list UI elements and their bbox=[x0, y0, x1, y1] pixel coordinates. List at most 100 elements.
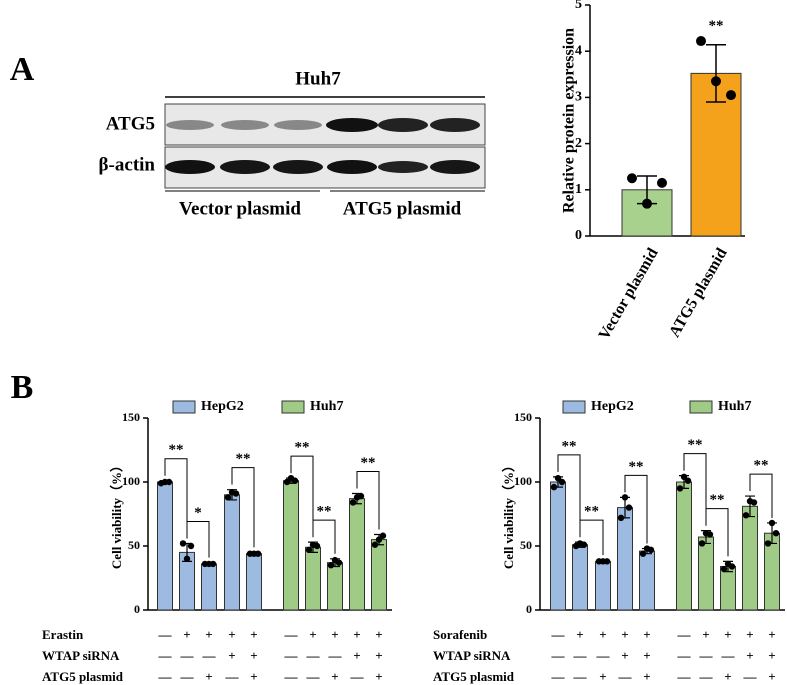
legend-label: HepG2 bbox=[201, 399, 244, 414]
data-point bbox=[349, 499, 357, 506]
data-point bbox=[617, 514, 625, 522]
bar bbox=[639, 550, 655, 611]
bar bbox=[201, 563, 217, 611]
y-axis-label: Relative protein expression bbox=[561, 28, 578, 213]
data-point bbox=[698, 540, 706, 547]
significance-bracket bbox=[749, 473, 773, 518]
treatment-sign: + bbox=[309, 627, 316, 642]
significance: * bbox=[194, 505, 202, 521]
treatment-sign: + bbox=[768, 627, 775, 642]
y-tick-label: 100 bbox=[514, 474, 532, 488]
data-point bbox=[676, 485, 684, 492]
y-tick-label: 3 bbox=[575, 90, 582, 105]
treatment-sign: + bbox=[375, 669, 382, 684]
treatment-sign: + bbox=[353, 648, 360, 663]
significance: ** bbox=[629, 459, 644, 475]
data-point bbox=[550, 483, 558, 491]
treatment-sign: + bbox=[205, 627, 212, 642]
data-point bbox=[375, 536, 383, 543]
data-point bbox=[558, 478, 566, 486]
y-axis-label: Cell viability（%） bbox=[109, 459, 124, 569]
data-point bbox=[742, 512, 750, 519]
data-point bbox=[706, 531, 714, 538]
data-point bbox=[726, 90, 736, 101]
treatment-sign: — bbox=[596, 648, 611, 663]
treatment-label: Erastin bbox=[42, 627, 84, 642]
data-point bbox=[684, 477, 692, 484]
treatment-sign: — bbox=[699, 648, 714, 663]
significance-bracket bbox=[624, 474, 648, 544]
treatment-sign: — bbox=[573, 648, 588, 663]
treatment-sign: — bbox=[677, 627, 692, 642]
bar bbox=[283, 480, 299, 611]
treatment-sign: + bbox=[621, 627, 628, 642]
y-tick-label: 150 bbox=[122, 410, 140, 424]
significance-bracket bbox=[186, 520, 210, 558]
data-point bbox=[335, 559, 343, 566]
significance-bracket bbox=[356, 471, 380, 530]
data-point bbox=[179, 540, 187, 547]
y-tick-label: 100 bbox=[122, 474, 140, 488]
panel-label: B bbox=[11, 369, 34, 406]
treatment-sign: + bbox=[228, 648, 235, 663]
data-point bbox=[183, 555, 191, 562]
treatment-sign: — bbox=[306, 669, 321, 684]
y-tick-label: 0 bbox=[134, 602, 140, 616]
treatment-sign: — bbox=[328, 648, 343, 663]
data-point bbox=[291, 477, 299, 484]
data-point bbox=[283, 478, 291, 486]
blot-group-label: Vector plasmid bbox=[179, 198, 301, 219]
treatment-sign: — bbox=[180, 648, 195, 663]
y-tick-label: 50 bbox=[128, 538, 140, 552]
treatment-sign: + bbox=[768, 669, 775, 684]
data-point bbox=[696, 36, 706, 47]
data-point bbox=[768, 519, 776, 527]
treatment-sign: — bbox=[573, 669, 588, 684]
treatment-sign: + bbox=[724, 669, 731, 684]
treatment-sign: + bbox=[621, 648, 628, 663]
bar bbox=[157, 481, 173, 611]
data-point bbox=[357, 492, 365, 500]
legend-label: HepG2 bbox=[591, 399, 634, 414]
blot-row-label: β-actin bbox=[99, 154, 156, 175]
blot-group-label: ATG5 plasmid bbox=[343, 198, 462, 219]
significance-bracket bbox=[231, 467, 255, 548]
treatment-label: WTAP siRNA bbox=[433, 648, 511, 663]
treatment-sign: — bbox=[180, 669, 195, 684]
significance: ** bbox=[295, 440, 310, 456]
blot-row-label: ATG5 bbox=[106, 113, 155, 134]
legend-swatch bbox=[281, 400, 305, 414]
data-point bbox=[554, 474, 562, 482]
bar bbox=[676, 481, 692, 611]
treatment-sign: — bbox=[721, 648, 736, 663]
treatment-sign: + bbox=[250, 648, 257, 663]
y-tick-label: 0 bbox=[575, 228, 582, 243]
y-tick-label: 1 bbox=[575, 182, 582, 197]
treatment-sign: — bbox=[306, 648, 321, 663]
treatment-sign: — bbox=[158, 648, 173, 663]
treatment-sign: — bbox=[284, 648, 299, 663]
treatment-sign: — bbox=[284, 669, 299, 684]
bar bbox=[742, 505, 758, 611]
x-tick-label: Vector plasmid bbox=[596, 245, 662, 343]
y-tick-label: 2 bbox=[575, 136, 582, 151]
treatment-sign: + bbox=[331, 669, 338, 684]
treatment-sign: — bbox=[225, 669, 240, 684]
significance: ** bbox=[584, 504, 599, 520]
bar bbox=[305, 546, 321, 611]
treatment-sign: + bbox=[599, 627, 606, 642]
treatment-label: Sorafenib bbox=[433, 627, 487, 642]
treatment-sign: + bbox=[228, 627, 235, 642]
treatment-sign: — bbox=[202, 648, 217, 663]
treatment-sign: + bbox=[599, 669, 606, 684]
significance-bracket bbox=[290, 455, 314, 538]
treatment-sign: + bbox=[353, 627, 360, 642]
error-bar bbox=[706, 43, 726, 103]
significance: ** bbox=[754, 458, 769, 474]
treatment-sign: + bbox=[702, 627, 709, 642]
significance: ** bbox=[361, 455, 376, 471]
treatment-sign: — bbox=[158, 669, 173, 684]
data-point bbox=[728, 563, 736, 570]
significance: ** bbox=[710, 492, 725, 508]
